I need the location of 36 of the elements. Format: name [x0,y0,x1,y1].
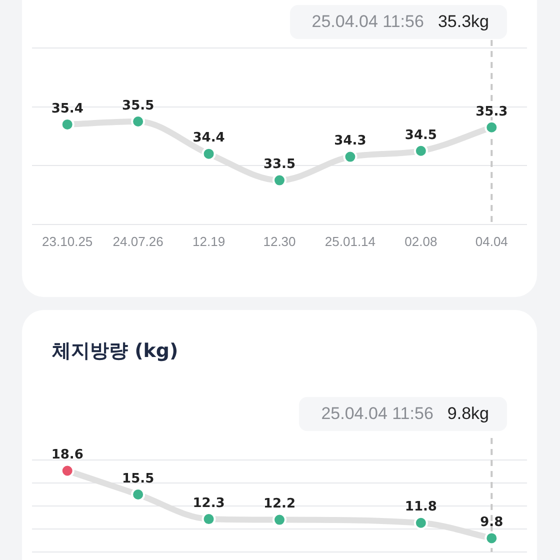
data-label: 35.3 [476,104,508,120]
point [414,516,428,530]
text: 9.8kg [447,404,489,424]
point [60,464,74,478]
data-label: 9.8 [480,515,504,530]
data-label: 34.5 [404,128,437,143]
data-label: 12.2 [263,496,296,512]
text: 25.04.04 11:56 [321,404,434,424]
x-tick-label: 12.30 [263,234,296,249]
point [484,120,499,134]
x-tick-label: 12.19 [192,234,226,249]
point [484,531,499,546]
point [272,512,286,527]
point [272,173,286,188]
data-label: 34.3 [334,134,366,149]
data-label: 12.3 [192,496,225,511]
point [414,144,428,158]
x-tick-label: 25.01.14 [324,234,376,249]
text: 25.04.04 11:56 [312,12,424,32]
data-label: 35.5 [122,98,154,114]
data-label: 35.4 [51,101,84,116]
chart-title: 체지방량 (kg) [52,339,178,364]
point [202,146,216,161]
point [343,150,358,164]
x-tick-label: 02.08 [404,234,438,249]
x-tick-label: 23.10.25 [42,234,93,249]
data-label: 15.5 [122,471,154,486]
point [131,114,146,128]
data-label: 11.8 [404,500,437,515]
x-tick-label: 04.04 [475,234,508,249]
data-label: 18.6 [51,448,84,463]
text: 35.3kg [438,12,489,32]
data-label: 33.5 [263,157,296,172]
point [131,488,146,502]
x-tick-label: 24.07.26 [112,234,164,249]
data-label: 34.4 [192,130,225,146]
